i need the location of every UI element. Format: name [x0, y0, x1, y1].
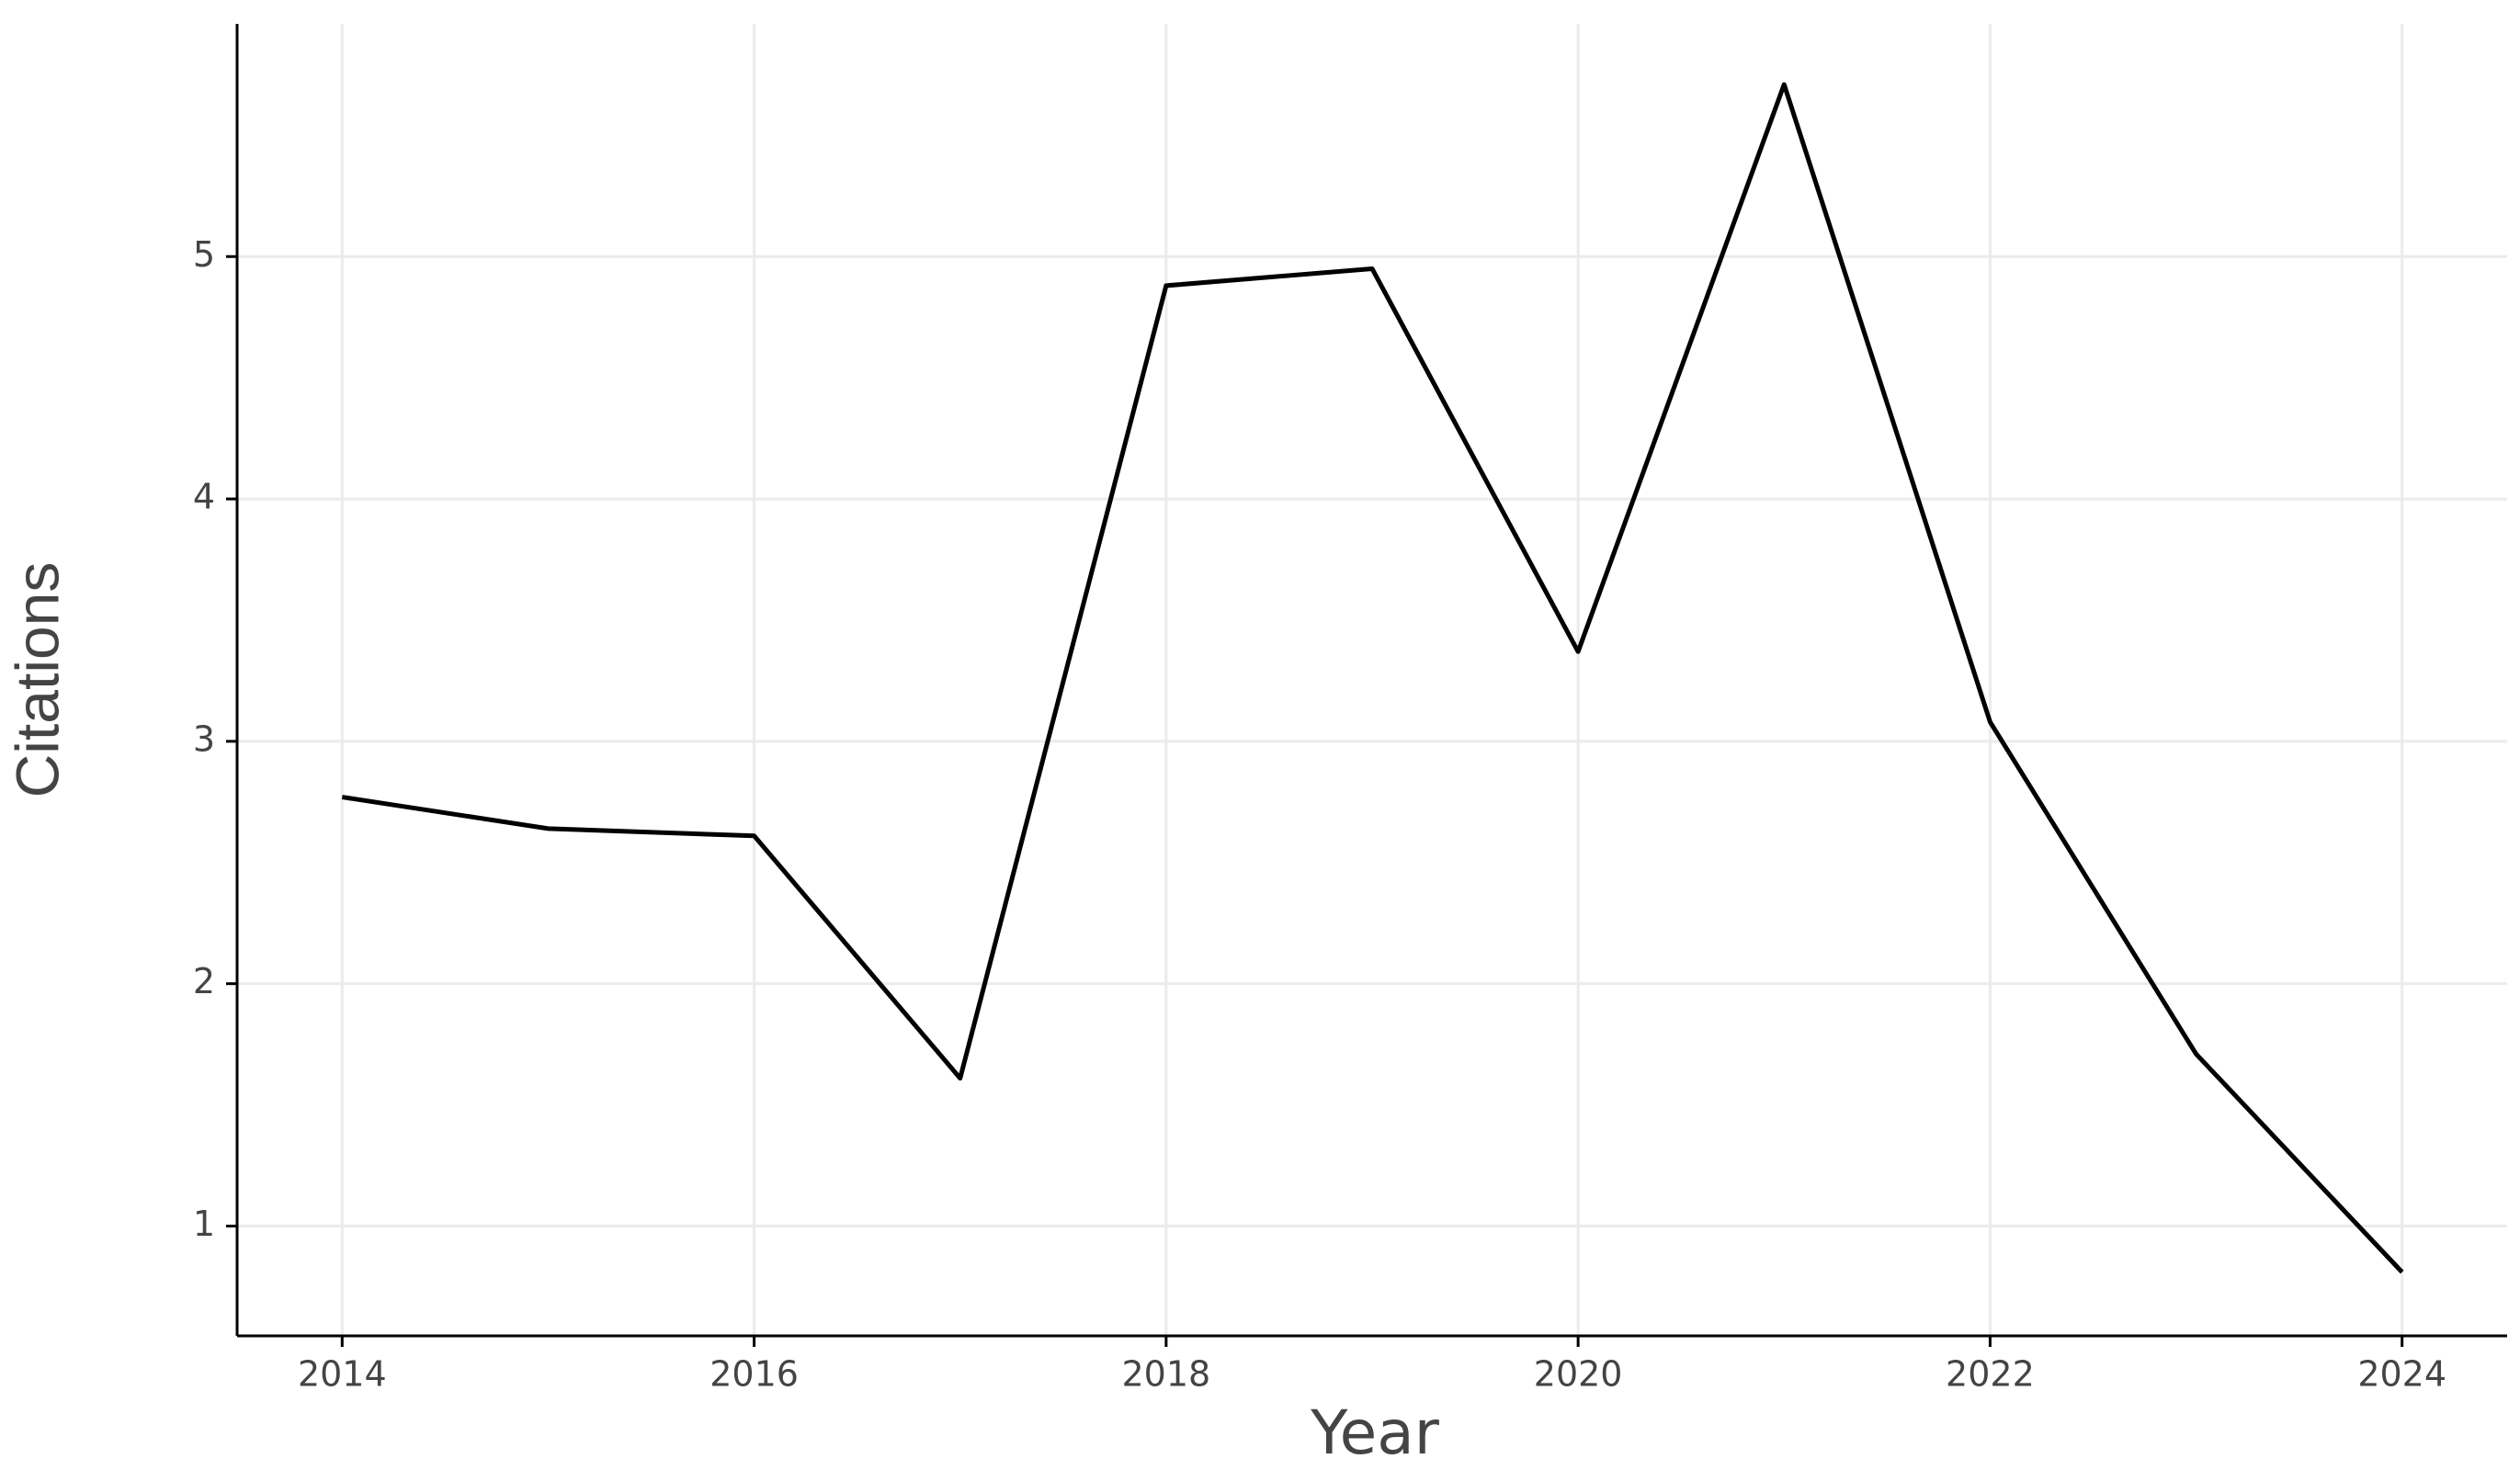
- line: [341, 82, 2404, 1274]
- x-tick-label: 2020: [1534, 1354, 1623, 1395]
- x-tick-label: 2018: [1122, 1354, 1211, 1395]
- x-tick-label: 2016: [709, 1354, 799, 1395]
- y-tick-label: 5: [193, 234, 215, 275]
- y-axis-label: Citations: [3, 562, 71, 798]
- y-tick-label: 2: [193, 961, 215, 1001]
- x-tick-label: 2024: [2357, 1354, 2446, 1395]
- y-tick-label: 1: [193, 1204, 215, 1244]
- y-tick-label: 3: [193, 718, 215, 759]
- y-tick-label: 4: [193, 477, 215, 517]
- x-axis-label: Year: [1310, 1397, 1440, 1468]
- x-tick-label: 2014: [298, 1354, 387, 1395]
- x-tick-label: 2022: [1946, 1354, 2035, 1395]
